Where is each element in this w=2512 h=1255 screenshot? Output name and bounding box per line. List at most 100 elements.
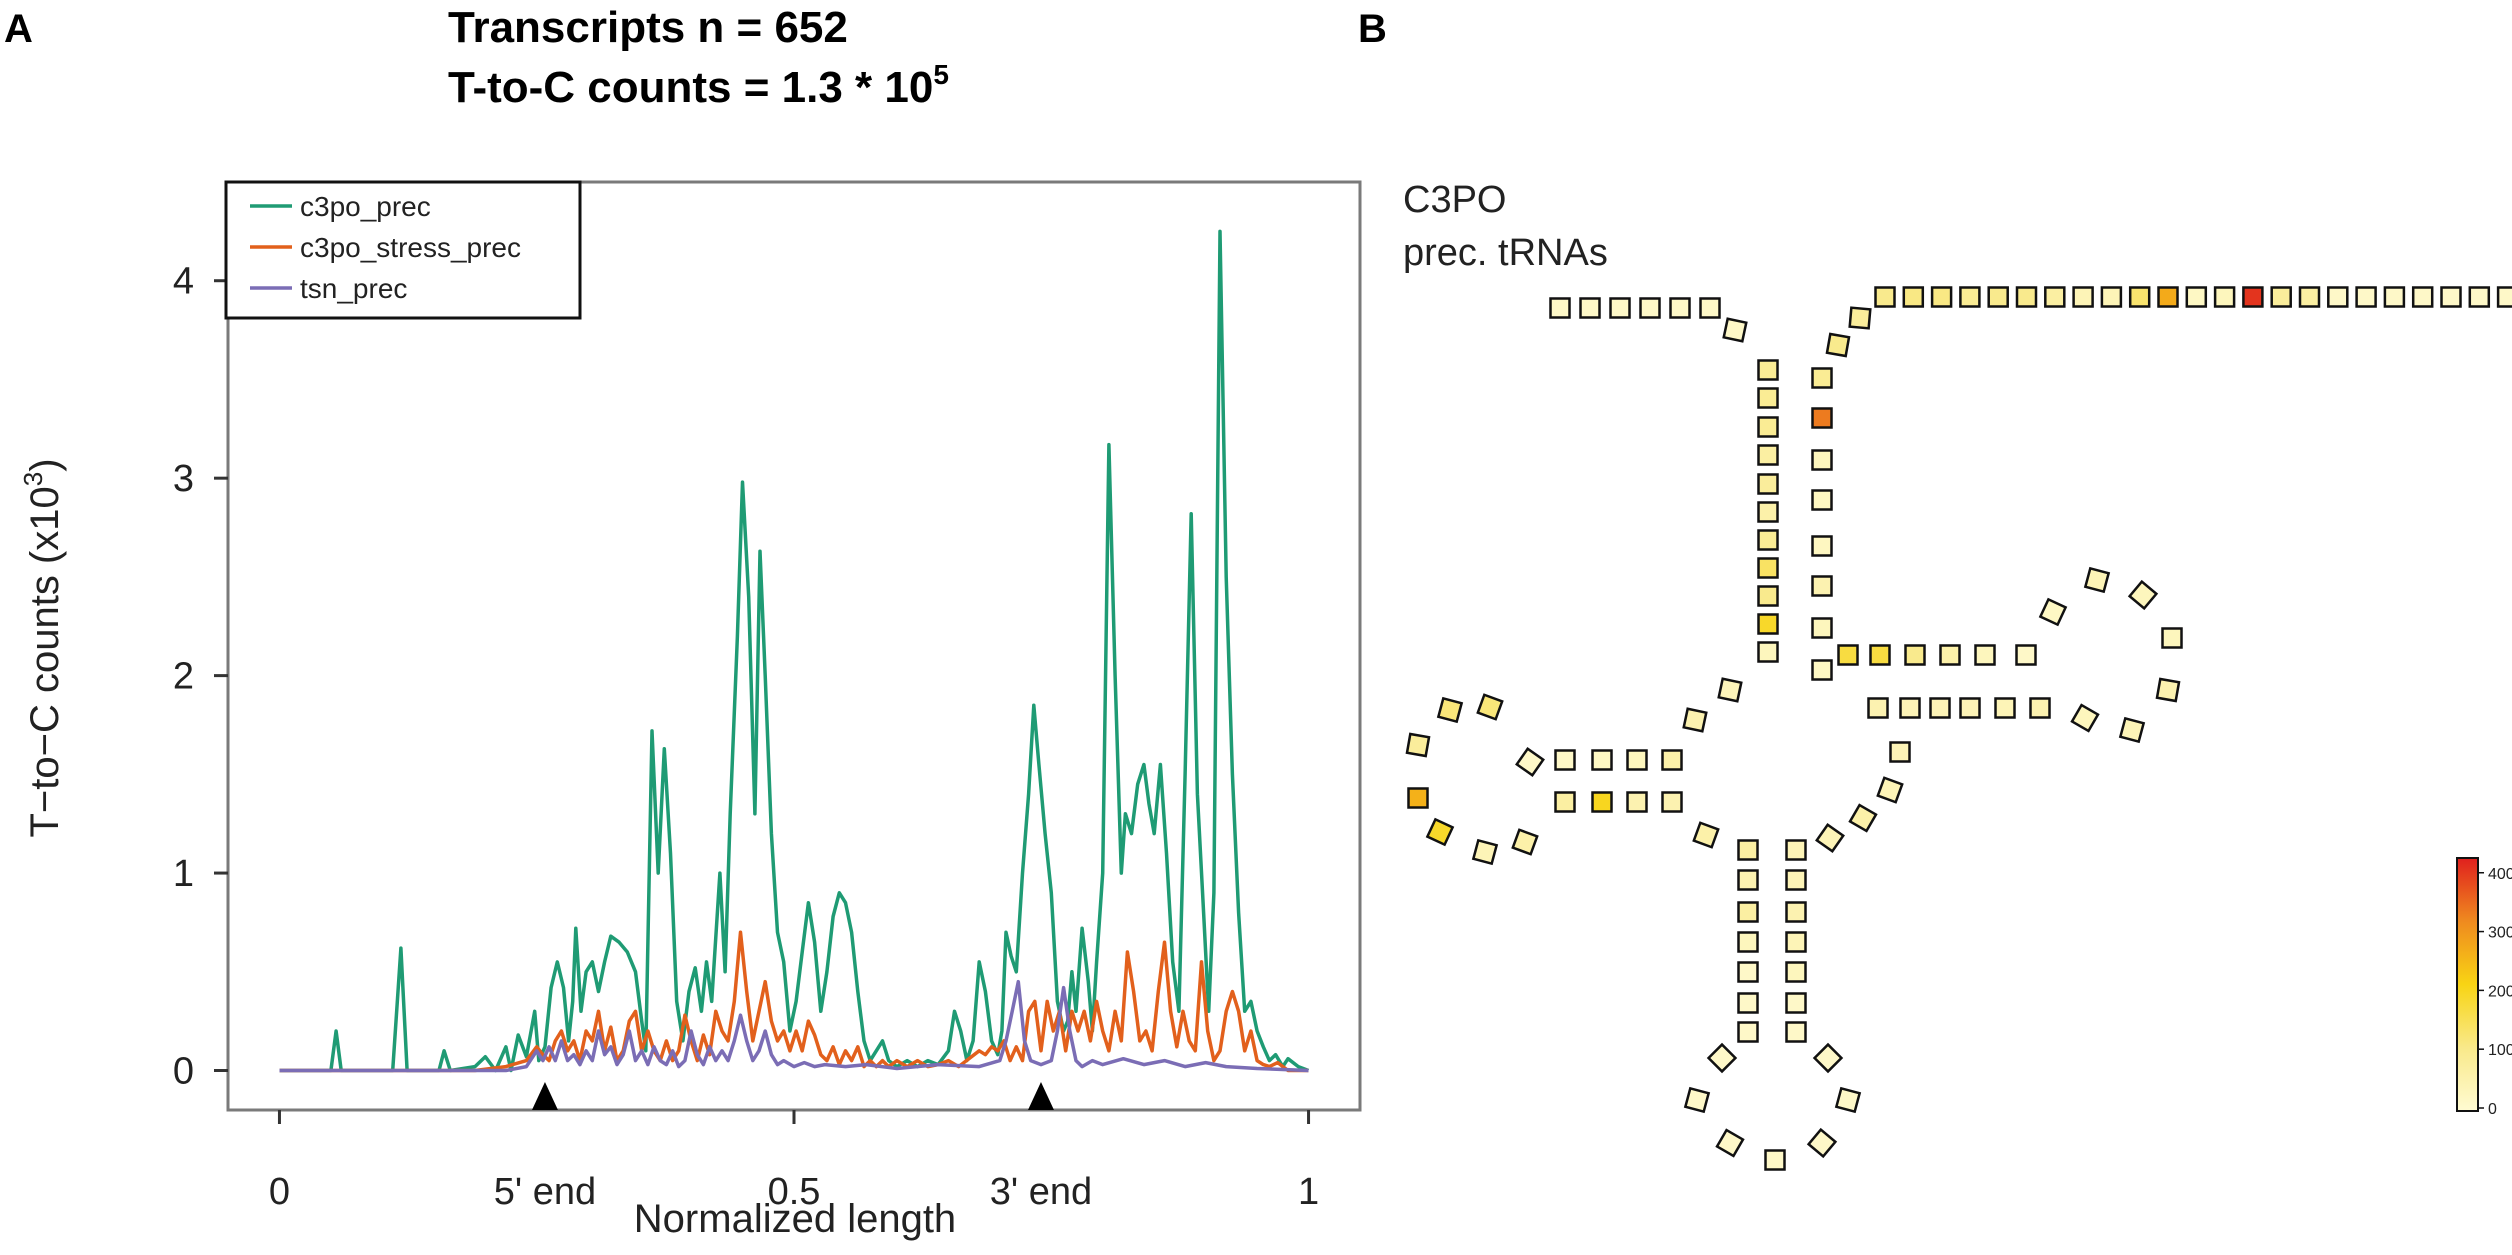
nucleotide-square (2468, 286, 2491, 308)
nucleotide-square (1757, 359, 1779, 381)
nucleotide-square (1737, 869, 1759, 891)
legend-label-tsn-prec: tsn_prec (300, 273, 407, 304)
nucleotide-square (2127, 579, 2159, 611)
nucleotide-square (1811, 489, 1833, 511)
colorbar-gradient (2456, 857, 2479, 1112)
trna-label-line2: prec. tRNAs (1403, 232, 1608, 274)
nucleotide-square (1848, 803, 1878, 833)
colorbar: 0 1000 2000 3000 4000 (2456, 857, 2512, 1118)
nucleotide-square (1939, 644, 1961, 666)
nucleotide-square (1899, 697, 1921, 719)
nucleotide-square (1867, 697, 1889, 719)
x-tick-label: 1 (1298, 1171, 1319, 1213)
nucleotide-square (2118, 716, 2146, 744)
nucleotide-square (1425, 817, 1455, 847)
nucleotide-square (1811, 659, 1833, 681)
nucleotide-square (1757, 529, 1779, 551)
nucleotide-square (1811, 617, 1833, 639)
nucleotide-square (2155, 677, 2181, 703)
colorbar-tick-label: 0 (2488, 1101, 2497, 1118)
series-line-c3po-prec (279, 229, 1310, 1073)
nucleotide-square (1682, 707, 1708, 733)
trna-label-line1: C3PO (1403, 179, 1506, 221)
nucleotide-square (1929, 697, 1951, 719)
nucleotide-square (1757, 557, 1779, 579)
nucleotide-square (1757, 641, 1779, 663)
nucleotide-square (2298, 286, 2321, 308)
chart-title-line2-exp: 5 (933, 59, 949, 90)
panel-b-letter: B (1358, 7, 1387, 51)
nucleotide-square (1785, 839, 1807, 861)
nucleotide-square (2213, 286, 2236, 308)
chart-title-line2: T-to-C counts = 1.3 * 105 (448, 59, 949, 112)
legend: c3po_prec c3po_stress_prec tsn_prec (224, 180, 582, 320)
end-marker-label: 3' end (990, 1171, 1092, 1213)
nucleotide-square (2083, 566, 2111, 594)
nucleotide-square (1757, 416, 1779, 438)
nucleotide-square (1874, 286, 1896, 308)
nucleotide-square (1785, 961, 1807, 983)
nucleotide-square (1579, 297, 1601, 319)
nucleotide-square (2072, 286, 2094, 308)
nucleotide-square (1639, 297, 1661, 319)
nucleotide-square (1806, 1127, 1838, 1159)
nucleotide-square (1811, 575, 1833, 597)
nucleotide-square (1930, 286, 1953, 308)
nucleotide-square (1889, 741, 1911, 763)
nucleotide-square (1554, 791, 1576, 813)
nucleotide-square (2411, 286, 2434, 308)
y-tick-label: 3 (173, 458, 194, 500)
nucleotide-square (1959, 697, 1981, 719)
nucleotide-square (1785, 992, 1807, 1014)
nucleotide-square (1476, 693, 1504, 721)
nucleotide-square (2185, 286, 2208, 308)
nucleotide-square (2270, 286, 2292, 308)
nucleotide-square (1757, 387, 1779, 409)
x-tick-label: 0.5 (768, 1171, 821, 1213)
nucleotide-square (2044, 286, 2066, 308)
nucleotide-square (1471, 838, 1499, 866)
nucleotide-square (1436, 696, 1464, 724)
nucleotide-square (1811, 449, 1833, 471)
colorbar-tick-label: 3000 (2488, 925, 2512, 942)
nucleotide-square (1737, 839, 1759, 861)
nucleotide-square (1785, 901, 1807, 923)
nucleotide-square (1757, 473, 1779, 495)
x-axis: 0 0.5 1 (269, 1110, 1319, 1213)
nucleotide-square (1904, 644, 1926, 666)
nucleotide-square (1715, 1128, 1745, 1158)
nucleotide-square (1848, 306, 1872, 330)
nucleotide-square (1785, 1021, 1807, 1043)
nucleotide-square (2355, 286, 2377, 308)
nucleotide-square (1515, 747, 1545, 777)
x-tick-label: 0 (269, 1171, 290, 1213)
nucleotide-square (1987, 286, 2009, 308)
y-tick-label: 0 (173, 1051, 194, 1093)
nucleotide-square (2327, 286, 2349, 308)
nucleotide-square (1757, 444, 1779, 466)
nucleotide-square (1549, 297, 1571, 319)
nucleotide-square (1994, 697, 2016, 719)
nucleotide-square (1876, 776, 1904, 804)
nucleotide-square (1669, 297, 1691, 319)
nucleotide-square (2015, 286, 2038, 308)
nucleotide-square (1764, 1149, 1786, 1171)
nucleotide-square (1405, 732, 1431, 758)
nucleotide-square (2496, 286, 2512, 308)
nucleotide-square (1737, 1021, 1759, 1043)
y-tick-label: 1 (173, 853, 194, 895)
nucleotide-square (1626, 749, 1648, 771)
nucleotide-square (2440, 286, 2462, 308)
nucleotide-square (1737, 901, 1759, 923)
nucleotide-square (1757, 501, 1779, 523)
colorbar-ticks: 0 1000 2000 3000 4000 (2478, 866, 2512, 1118)
nucleotide-square (1692, 821, 1720, 849)
nucleotide-square (1699, 297, 1721, 319)
nucleotide-square (1722, 317, 1748, 343)
end-marker-triangle (1027, 1082, 1054, 1110)
nucleotide-square (1815, 823, 1845, 853)
nucleotide-square (2015, 644, 2037, 666)
y-axis-title-exp: 3 (18, 472, 48, 486)
